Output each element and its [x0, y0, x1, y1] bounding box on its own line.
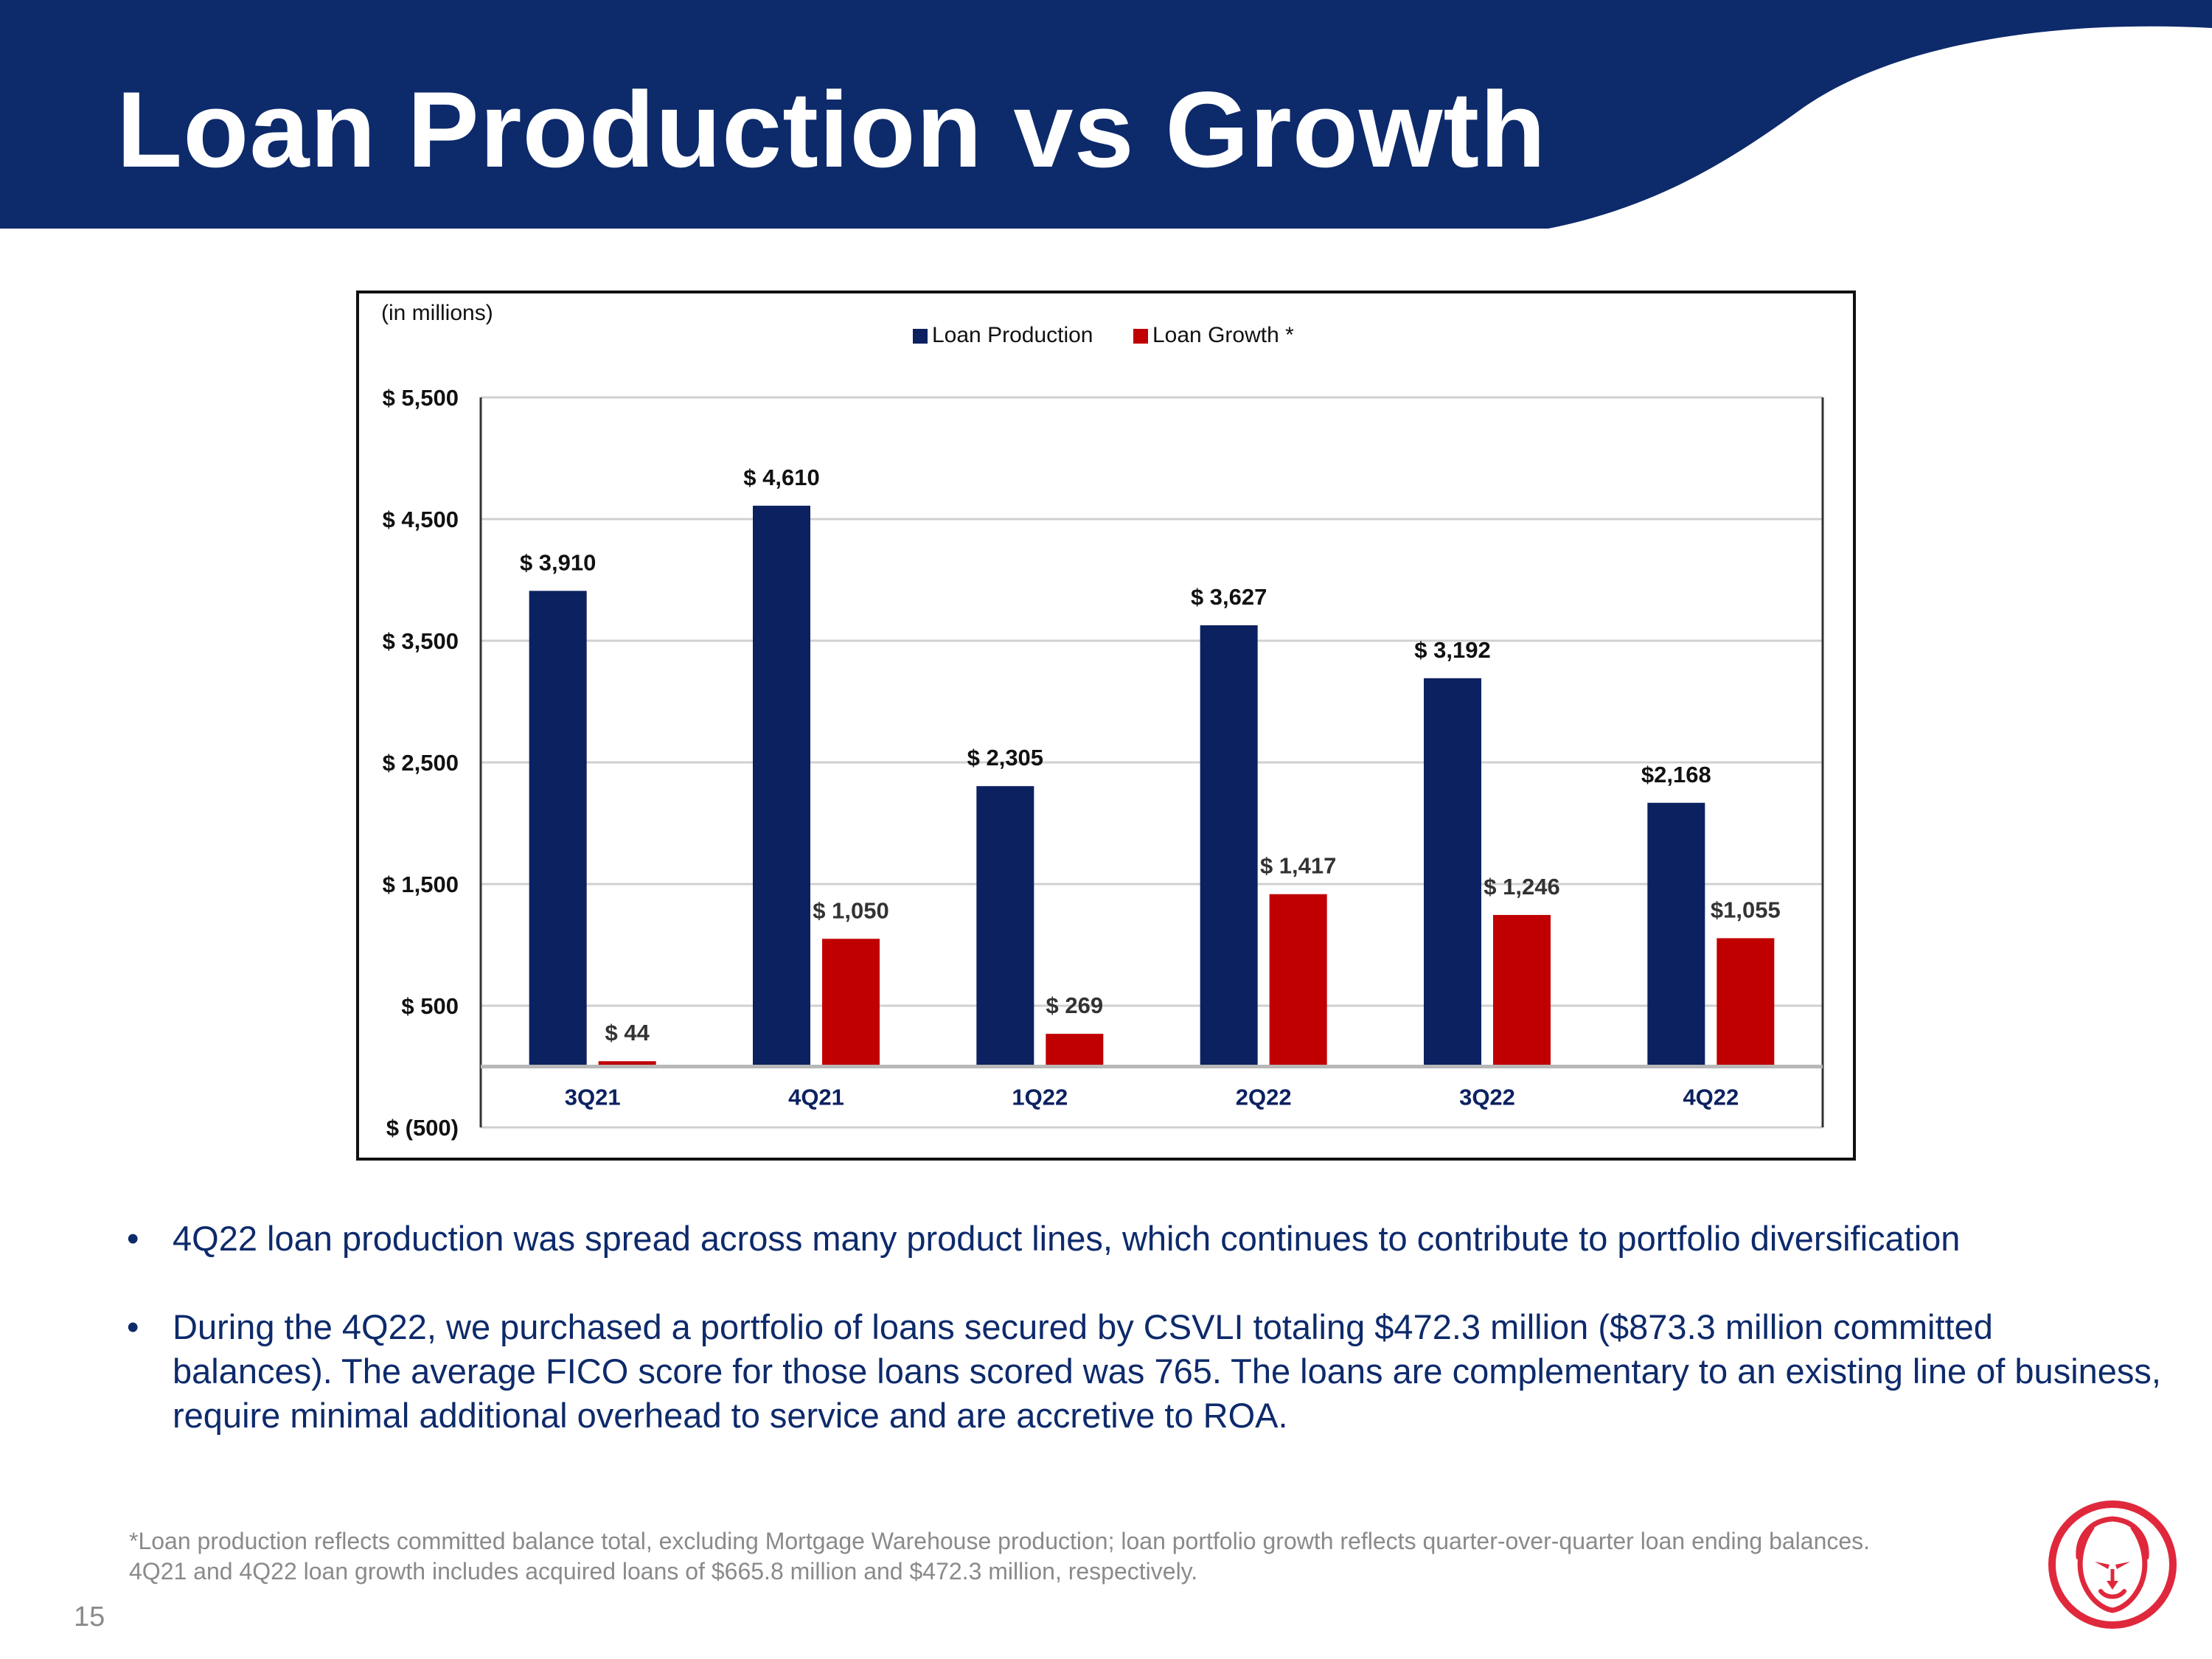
- page-number: 15: [74, 1601, 105, 1632]
- y-tick-label: $ 3,500: [383, 628, 459, 654]
- bar-loan-growth: [1269, 894, 1327, 1067]
- x-tick-label: 3Q22: [1459, 1085, 1515, 1110]
- y-tick-label: $ 1,500: [383, 872, 459, 897]
- data-label: $ 3,192: [1414, 637, 1490, 663]
- legend-label-production: Loan Production: [932, 323, 1093, 347]
- y-tick-label: $ (500): [386, 1115, 459, 1141]
- y-tick-label: $ 4,500: [383, 507, 459, 532]
- header-shape: [0, 0, 2212, 229]
- data-label: $ 1,050: [813, 897, 888, 923]
- lion-logo-icon: [2048, 1500, 2177, 1629]
- data-label: $2,168: [1641, 762, 1711, 787]
- data-label: $1,055: [1711, 897, 1781, 922]
- bullet-text: 4Q22 loan production was spread across m…: [173, 1219, 1961, 1258]
- bar-loan-production: [753, 505, 810, 1067]
- x-tick-label: 3Q21: [565, 1085, 621, 1110]
- bar-loan-production: [1200, 625, 1258, 1067]
- bar-loan-production: [529, 591, 587, 1067]
- header-band: [0, 0, 2212, 229]
- data-label: $ 1,417: [1260, 853, 1336, 879]
- bar-loan-growth: [822, 939, 880, 1067]
- bar-loan-growth: [598, 1061, 656, 1067]
- y-tick-label: $ 500: [401, 993, 459, 1019]
- legend: Loan Production Loan Growth *: [913, 323, 1294, 347]
- y-tick-label: $ 2,500: [383, 750, 459, 776]
- chart: $ (500) $ 500 $ 1,500 $ 2,500 $ 3,500 $ 4,500…: [381, 301, 1824, 1141]
- data-label: $ 44: [605, 1020, 650, 1046]
- x-tick-label: 4Q21: [788, 1085, 844, 1110]
- units-note: (in millions): [381, 301, 493, 325]
- bar-loan-production: [1647, 802, 1705, 1067]
- bullet-item: • During the 4Q22, we purchased a portfo…: [127, 1305, 2162, 1438]
- legend-swatch-growth: [1133, 329, 1148, 344]
- page-title: Loan Production vs Growth: [116, 69, 1547, 189]
- chart-frame: $ (500) $ 500 $ 1,500 $ 2,500 $ 3,500 $ 4,500…: [356, 291, 1856, 1161]
- x-tick-label: 1Q22: [1012, 1085, 1068, 1110]
- bullet-item: • 4Q22 loan production was spread across…: [127, 1217, 2162, 1261]
- bullet-list: • 4Q22 loan production was spread across…: [127, 1217, 2162, 1482]
- bullet-text: During the 4Q22, we purchased a portfoli…: [173, 1307, 2161, 1435]
- bar-loan-production: [1424, 678, 1481, 1067]
- bar-loan-production: [976, 786, 1034, 1067]
- bullet-glyph: •: [127, 1219, 139, 1258]
- data-label: $ 2,305: [967, 745, 1043, 771]
- data-label: $ 1,246: [1484, 874, 1559, 900]
- y-tick-label: $ 5,500: [383, 385, 459, 411]
- x-tick-label: 2Q22: [1236, 1085, 1292, 1110]
- legend-swatch-production: [913, 329, 928, 344]
- bullet-glyph: •: [127, 1307, 139, 1346]
- bar-loan-growth: [1717, 938, 1775, 1067]
- data-label: $ 3,627: [1191, 584, 1267, 610]
- data-label: $ 269: [1046, 992, 1104, 1018]
- footnote-line: 4Q21 and 4Q22 loan growth includes acqui…: [129, 1558, 1198, 1585]
- footnote-line: *Loan production reflects committed bala…: [129, 1528, 1871, 1554]
- data-label: $ 3,910: [520, 549, 596, 575]
- bar-loan-growth: [1046, 1034, 1104, 1067]
- bar-loan-growth: [1493, 914, 1551, 1067]
- legend-label-growth: Loan Growth *: [1152, 323, 1294, 347]
- footnote: *Loan production reflects committed bala…: [129, 1526, 2046, 1587]
- data-label: $ 4,610: [743, 465, 819, 490]
- x-tick-label: 4Q22: [1683, 1085, 1739, 1110]
